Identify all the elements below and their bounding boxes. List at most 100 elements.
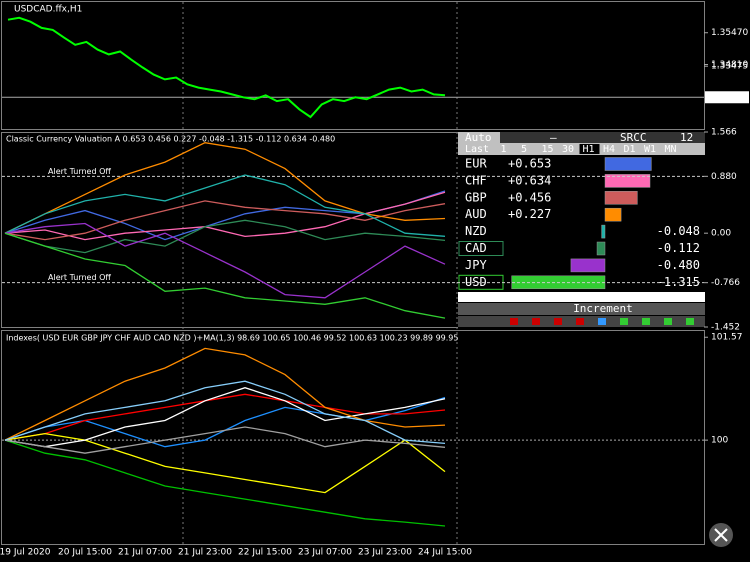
series-line bbox=[4, 426, 446, 454]
series-line bbox=[4, 232, 446, 319]
tool-icon[interactable] bbox=[554, 318, 562, 325]
tool-icon[interactable] bbox=[598, 318, 606, 325]
timeframe[interactable]: H4 bbox=[603, 144, 615, 155]
series-line bbox=[4, 432, 446, 494]
currency-name: CHF bbox=[465, 173, 487, 187]
currency-name: NZD bbox=[465, 224, 487, 238]
tool-icon[interactable] bbox=[576, 318, 584, 325]
currency-name: GBP bbox=[465, 190, 487, 204]
vertical-grid bbox=[182, 2, 458, 544]
tool-icon[interactable] bbox=[664, 318, 672, 325]
strength-bar bbox=[604, 157, 652, 171]
tool-icon[interactable] bbox=[620, 318, 628, 325]
x-tick-label: 24 Jul 15:00 bbox=[418, 548, 472, 558]
y-tick-label: -1.452 bbox=[711, 323, 740, 333]
x-tick-label: 21 Jul 07:00 bbox=[118, 548, 172, 558]
y-tick-label: 1.33475 bbox=[711, 62, 748, 72]
currency-value: -1.315 bbox=[657, 275, 700, 289]
increment-bg bbox=[458, 303, 705, 315]
timeframe[interactable]: MN bbox=[665, 144, 677, 155]
y-tick-label: 1.34810 bbox=[711, 60, 748, 70]
timeframe[interactable]: D1 bbox=[624, 144, 636, 155]
tool-icon[interactable] bbox=[510, 318, 518, 325]
timeframe[interactable]: 15 bbox=[542, 144, 554, 155]
timeframe[interactable]: Last bbox=[465, 144, 489, 155]
increment-button[interactable]: Increment bbox=[573, 302, 633, 315]
y-tick-label: 0.00 bbox=[711, 229, 731, 239]
strength-bar bbox=[596, 241, 606, 256]
currency-value: +0.456 bbox=[508, 190, 551, 204]
series-line bbox=[4, 347, 446, 441]
current-price-label: 1.34130 bbox=[711, 93, 748, 103]
x-tick-label: 21 Jul 23:00 bbox=[178, 548, 232, 558]
panel-borders bbox=[1, 1, 705, 545]
tool-icon[interactable] bbox=[686, 318, 694, 325]
x-tick-label: 19 Jul 2020 bbox=[0, 548, 51, 558]
strength-bar bbox=[604, 174, 651, 188]
currency-name: CAD bbox=[465, 241, 487, 255]
series-line bbox=[4, 222, 446, 299]
price-panel bbox=[1, 1, 705, 130]
strength-bar bbox=[601, 224, 606, 239]
series-line bbox=[4, 387, 446, 448]
y-tick-label: 101.57 bbox=[711, 333, 743, 343]
chart-title: Classic Currency Valuation A 0.653 0.456… bbox=[6, 135, 335, 144]
currency-value: -0.112 bbox=[657, 241, 700, 255]
index-panel bbox=[1, 330, 705, 545]
timeframe[interactable]: H1 bbox=[583, 144, 595, 155]
timeframe[interactable]: 5 bbox=[521, 144, 527, 155]
header-text[interactable]: Auto bbox=[465, 131, 492, 144]
currency-value: +0.227 bbox=[508, 207, 551, 221]
selected-timeframe bbox=[579, 144, 600, 154]
header-text[interactable]: 12 bbox=[680, 131, 693, 144]
tool-icon[interactable] bbox=[642, 318, 650, 325]
series-line bbox=[4, 393, 446, 441]
x-tick-label: 23 Jul 23:00 bbox=[358, 548, 412, 558]
chart-title: Indexes( USD EUR GBP JPY CHF AUD CAD NZD… bbox=[6, 334, 458, 343]
series-line bbox=[4, 174, 446, 237]
y-tick-label: 100 bbox=[711, 436, 728, 446]
header-text[interactable]: – bbox=[550, 131, 557, 144]
series-line bbox=[4, 191, 446, 241]
x-tick-label: 23 Jul 07:00 bbox=[298, 548, 352, 558]
currency-name: USD bbox=[465, 275, 487, 289]
strength-bar bbox=[570, 258, 606, 273]
series-line bbox=[4, 200, 446, 241]
y-tick-label: 1.35470 bbox=[711, 28, 748, 38]
timeframe[interactable]: 1 bbox=[501, 144, 507, 155]
y-tick-label: -0.766 bbox=[711, 278, 740, 288]
strength-bar bbox=[604, 207, 622, 222]
zoom-icon[interactable] bbox=[709, 523, 733, 547]
currency-value: +0.634 bbox=[508, 173, 551, 187]
timeframe[interactable]: W1 bbox=[644, 144, 656, 155]
y-tick-label: 0.880 bbox=[711, 172, 737, 182]
currency-name: JPY bbox=[465, 258, 487, 272]
series-line bbox=[4, 380, 446, 445]
button-row[interactable] bbox=[458, 292, 705, 302]
alert-label: Alert Turned Off bbox=[48, 273, 111, 282]
header-bg bbox=[458, 132, 705, 143]
y-tick-label: 1.566 bbox=[711, 128, 737, 138]
chart-title: USDCAD.ffx,H1 bbox=[14, 5, 82, 15]
currency-value: -0.048 bbox=[657, 224, 700, 238]
series-line bbox=[4, 142, 446, 234]
currency-name: EUR bbox=[465, 157, 487, 171]
x-tick-label: 22 Jul 15:00 bbox=[238, 548, 292, 558]
alert-label: Alert Turned Off bbox=[48, 167, 111, 176]
series-line bbox=[4, 219, 446, 254]
auto-cell bbox=[458, 132, 500, 143]
header-text[interactable]: SRCC bbox=[620, 131, 647, 144]
series-line bbox=[7, 16, 446, 119]
strength-bar bbox=[604, 191, 638, 205]
currency-value: +0.653 bbox=[508, 157, 551, 171]
price-box bbox=[705, 91, 749, 104]
currency-value: -0.480 bbox=[657, 258, 700, 272]
x-tick-label: 20 Jul 15:00 bbox=[58, 548, 112, 558]
currency-name: AUD bbox=[465, 207, 487, 221]
tool-icon[interactable] bbox=[532, 318, 540, 325]
timeframe[interactable]: 30 bbox=[562, 144, 574, 155]
series-line bbox=[4, 439, 446, 527]
name-box bbox=[458, 241, 504, 256]
